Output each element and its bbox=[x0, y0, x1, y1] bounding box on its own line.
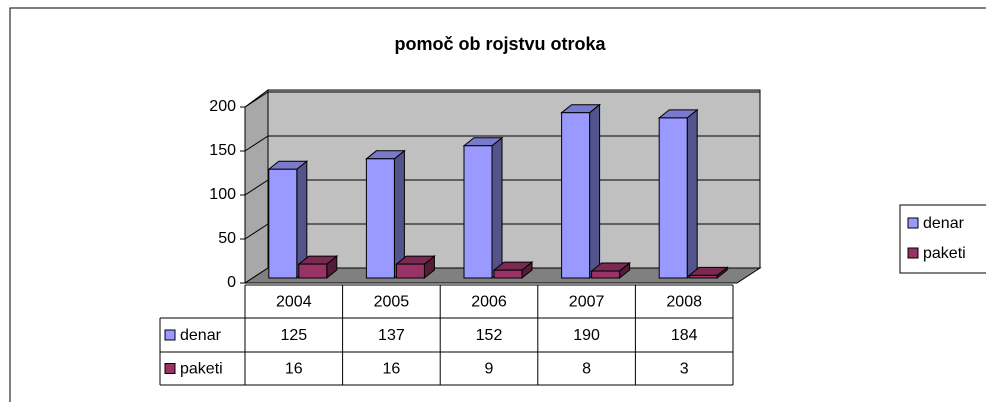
table-value: 8 bbox=[582, 361, 591, 378]
chart-title: pomoč ob rojstvu otroka bbox=[394, 34, 606, 54]
bar bbox=[463, 145, 493, 279]
side-wall bbox=[244, 89, 269, 284]
grid-line bbox=[244, 135, 269, 152]
grid-line bbox=[244, 91, 269, 108]
x-tick-label: 2006 bbox=[471, 294, 507, 311]
x-tick-label: 2005 bbox=[374, 294, 410, 311]
y-tick-label: 0 bbox=[227, 274, 236, 291]
table-value: 16 bbox=[285, 361, 303, 378]
table-value: 152 bbox=[476, 327, 503, 344]
grid-line bbox=[244, 179, 269, 196]
bar bbox=[561, 112, 591, 279]
table-value: 9 bbox=[485, 361, 494, 378]
y-tick-label: 150 bbox=[209, 142, 236, 159]
table-value: 16 bbox=[383, 361, 401, 378]
y-tick-label: 50 bbox=[218, 230, 236, 247]
legend-key bbox=[907, 217, 919, 229]
table-value: 125 bbox=[280, 327, 307, 344]
bar-side bbox=[589, 103, 601, 280]
table-row-label: paketi bbox=[180, 361, 223, 378]
bar bbox=[395, 263, 425, 279]
bar bbox=[591, 270, 621, 279]
legend-label: paketi bbox=[923, 245, 966, 262]
table-legend-key bbox=[164, 363, 176, 374]
table-value: 184 bbox=[671, 327, 698, 344]
table-value: 137 bbox=[378, 327, 405, 344]
x-tick-label: 2007 bbox=[569, 294, 605, 311]
x-tick-label: 2004 bbox=[276, 294, 312, 311]
bar bbox=[365, 158, 395, 279]
table-value: 190 bbox=[573, 327, 600, 344]
x-tick-label: 2008 bbox=[666, 294, 702, 311]
table-legend-key bbox=[164, 329, 176, 341]
bar bbox=[493, 269, 523, 279]
legend-box bbox=[899, 204, 986, 274]
bar bbox=[658, 117, 688, 279]
legend-label: denar bbox=[923, 215, 965, 232]
table-row-label: denar bbox=[180, 327, 222, 344]
bar bbox=[688, 274, 718, 279]
grid-line bbox=[244, 223, 269, 240]
bar bbox=[298, 263, 328, 279]
bar-side bbox=[686, 108, 698, 280]
table-value: 3 bbox=[680, 361, 689, 378]
y-tick-label: 200 bbox=[209, 98, 236, 115]
bar-side bbox=[491, 136, 503, 280]
legend-key bbox=[907, 247, 919, 259]
bar bbox=[268, 168, 298, 279]
y-tick-label: 100 bbox=[209, 186, 236, 203]
